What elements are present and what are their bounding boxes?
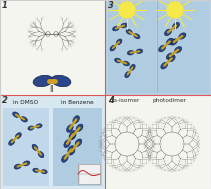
Ellipse shape bbox=[172, 22, 180, 29]
Text: 2: 2 bbox=[2, 96, 8, 105]
Ellipse shape bbox=[125, 72, 130, 78]
Ellipse shape bbox=[136, 49, 143, 53]
Text: in Benzene: in Benzene bbox=[61, 100, 93, 105]
Ellipse shape bbox=[134, 34, 140, 39]
Ellipse shape bbox=[69, 132, 76, 140]
Ellipse shape bbox=[166, 53, 173, 60]
FancyBboxPatch shape bbox=[106, 0, 211, 95]
Ellipse shape bbox=[126, 29, 132, 34]
Ellipse shape bbox=[9, 139, 15, 145]
Ellipse shape bbox=[36, 124, 42, 128]
Text: 4: 4 bbox=[108, 96, 114, 105]
FancyBboxPatch shape bbox=[3, 108, 49, 186]
Ellipse shape bbox=[66, 125, 73, 132]
Text: in DMSO: in DMSO bbox=[14, 100, 39, 105]
FancyBboxPatch shape bbox=[158, 2, 209, 93]
Ellipse shape bbox=[127, 50, 134, 55]
Text: cis-isomer: cis-isomer bbox=[110, 98, 140, 103]
Ellipse shape bbox=[21, 117, 27, 122]
Ellipse shape bbox=[70, 130, 76, 138]
Ellipse shape bbox=[116, 39, 122, 45]
Ellipse shape bbox=[23, 161, 30, 166]
Ellipse shape bbox=[159, 45, 166, 52]
Ellipse shape bbox=[73, 116, 80, 123]
Ellipse shape bbox=[166, 38, 173, 45]
Ellipse shape bbox=[13, 112, 19, 117]
Ellipse shape bbox=[62, 155, 68, 162]
Ellipse shape bbox=[68, 146, 74, 153]
Ellipse shape bbox=[113, 26, 119, 31]
Ellipse shape bbox=[14, 164, 21, 169]
FancyBboxPatch shape bbox=[0, 95, 105, 189]
Ellipse shape bbox=[15, 133, 21, 139]
Ellipse shape bbox=[41, 170, 47, 174]
Ellipse shape bbox=[130, 64, 135, 70]
Ellipse shape bbox=[121, 23, 127, 28]
FancyBboxPatch shape bbox=[0, 0, 105, 95]
Text: II: II bbox=[50, 85, 54, 94]
Ellipse shape bbox=[68, 148, 75, 155]
Ellipse shape bbox=[170, 39, 177, 45]
Circle shape bbox=[119, 2, 135, 18]
Ellipse shape bbox=[51, 75, 71, 87]
Circle shape bbox=[167, 2, 183, 18]
Ellipse shape bbox=[123, 61, 129, 66]
Ellipse shape bbox=[168, 55, 175, 62]
FancyBboxPatch shape bbox=[78, 164, 100, 184]
Ellipse shape bbox=[110, 45, 116, 51]
Ellipse shape bbox=[28, 126, 34, 130]
Ellipse shape bbox=[75, 139, 82, 146]
Ellipse shape bbox=[179, 33, 186, 39]
Ellipse shape bbox=[174, 46, 182, 53]
Ellipse shape bbox=[33, 75, 53, 87]
FancyBboxPatch shape bbox=[53, 108, 102, 186]
Ellipse shape bbox=[64, 140, 70, 148]
Text: photodimer: photodimer bbox=[153, 98, 187, 103]
Ellipse shape bbox=[165, 29, 172, 36]
FancyBboxPatch shape bbox=[106, 95, 211, 189]
Text: 1: 1 bbox=[2, 1, 8, 10]
FancyBboxPatch shape bbox=[108, 2, 156, 93]
Text: 3: 3 bbox=[108, 1, 114, 10]
Ellipse shape bbox=[115, 58, 121, 63]
Ellipse shape bbox=[161, 62, 168, 69]
Ellipse shape bbox=[33, 168, 39, 172]
Ellipse shape bbox=[38, 151, 44, 158]
Ellipse shape bbox=[76, 124, 83, 132]
Ellipse shape bbox=[32, 144, 38, 151]
